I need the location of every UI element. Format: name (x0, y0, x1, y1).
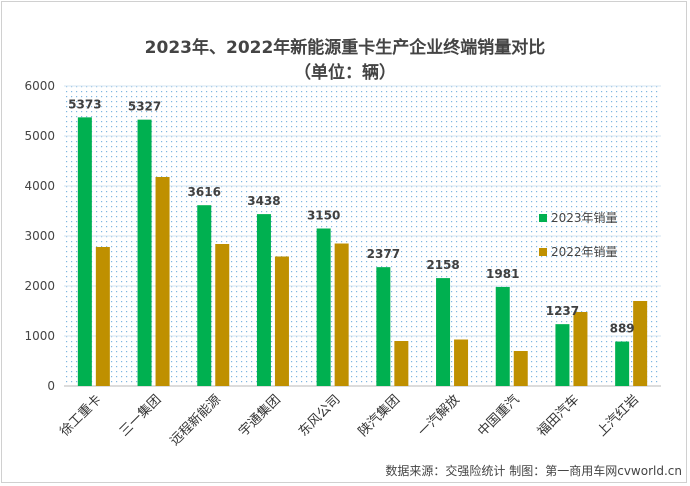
bar-2022 (334, 243, 349, 386)
legend-swatch (539, 214, 547, 222)
bar-2022 (394, 341, 409, 386)
bar-2023 (77, 117, 92, 386)
bar-2022 (633, 301, 648, 386)
bar-2022 (573, 312, 588, 386)
y-tick-label: 5000 (24, 129, 55, 143)
data-label-2023: 889 (610, 322, 635, 336)
bar-2023 (615, 341, 630, 386)
data-label-2023: 5327 (128, 100, 161, 114)
source-note: 数据来源：交强险统计 制图：第一商用车网cvworld.cn (385, 464, 682, 478)
bar-2022 (454, 339, 469, 386)
bar-2023 (555, 324, 570, 386)
legend-swatch (539, 248, 547, 256)
y-tick-label: 0 (47, 379, 55, 393)
bar-2023 (316, 228, 331, 386)
x-tick-label: 宇通集团 (236, 392, 284, 440)
data-label-2023: 1981 (486, 267, 519, 281)
chart-subtitle: （单位：辆） (294, 63, 396, 83)
x-tick-label: 远程新能源 (167, 392, 224, 449)
x-tick-label: 东风公司 (296, 392, 343, 439)
bar-2023 (495, 286, 510, 386)
bar-2022 (215, 244, 230, 386)
x-tick-label: 一汽解放 (415, 392, 462, 439)
bar-2022 (274, 256, 289, 386)
x-tick-label: 上汽红岩 (594, 392, 642, 440)
data-label-2023: 5373 (68, 97, 101, 111)
y-tick-label: 4000 (24, 179, 55, 193)
data-label-2023: 3438 (247, 194, 280, 208)
legend-label: 2022年销量 (551, 245, 618, 259)
x-tick-label: 陕汽集团 (355, 392, 403, 440)
x-tick-label: 福田汽车 (534, 392, 582, 440)
x-tick-label: 中国重汽 (474, 392, 522, 440)
bar-2023 (376, 267, 391, 386)
chart-title: 2023年、2022年新能源重卡生产企业终端销量对比 (144, 38, 546, 58)
data-label-2023: 2158 (426, 258, 459, 272)
y-tick-label: 2000 (24, 279, 55, 293)
data-label-2023: 3150 (307, 209, 340, 223)
bar-2023 (197, 205, 212, 386)
data-label-2023: 1237 (546, 304, 579, 318)
y-tick-label: 6000 (24, 79, 55, 93)
bar-2023 (436, 278, 451, 386)
legend-label: 2023年销量 (551, 211, 618, 225)
bar-2022 (513, 351, 528, 386)
y-tick-label: 1000 (24, 329, 55, 343)
data-label-2023: 2377 (367, 247, 400, 261)
data-label-2023: 3616 (188, 185, 221, 199)
x-tick-label: 三一集团 (116, 392, 164, 440)
y-tick-label: 3000 (24, 229, 55, 243)
bar-2023 (256, 214, 271, 386)
bar-2023 (137, 119, 152, 387)
bar-2022 (95, 247, 110, 386)
x-tick-label: 徐工重卡 (57, 392, 105, 440)
bar-2022 (155, 177, 170, 386)
